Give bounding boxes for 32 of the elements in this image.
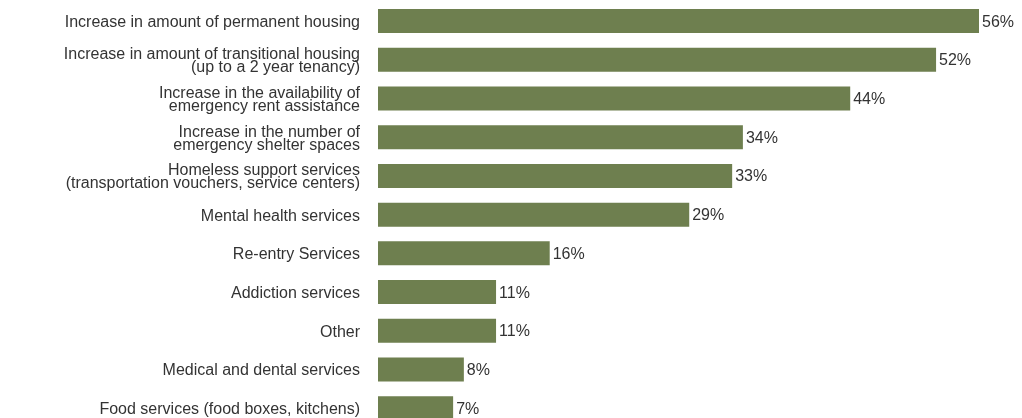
- data-label: 11%: [499, 283, 530, 301]
- bar: [378, 318, 497, 343]
- y-tick-label: Other: [319, 322, 361, 340]
- y-tick-label: Addiction services: [231, 283, 360, 301]
- bar: [378, 280, 497, 305]
- y-tick-label: Homeless support services (transportation vouchers, service centers): [65, 161, 360, 192]
- data-label: 52%: [939, 51, 972, 69]
- y-tick-label: Re-entry Services: [232, 245, 360, 263]
- data-label: 11%: [499, 322, 530, 340]
- bar: [378, 241, 550, 266]
- bar: [378, 86, 851, 111]
- bar: [378, 357, 464, 382]
- bar: [378, 47, 937, 72]
- data-label: 16%: [552, 244, 585, 262]
- y-tick-label: Mental health services: [200, 206, 360, 224]
- bar: [378, 163, 733, 188]
- bar: [378, 125, 743, 150]
- y-tick-label: Medical and dental services: [162, 361, 360, 379]
- data-label: 44%: [853, 89, 886, 107]
- data-label: 33%: [735, 167, 768, 185]
- y-tick-label: Increase in the number of emergency shelter spaces: [173, 122, 361, 153]
- y-tick-label: Increase in amount of transitional housing (up to a 2 year tenancy): [63, 45, 360, 76]
- data-label: 7%: [456, 399, 480, 417]
- bar: [378, 9, 979, 33]
- y-tick-label: Increase in amount of permanent housing: [64, 12, 360, 30]
- bar: [378, 202, 690, 227]
- y-tick-label: Increase in the availability of emergency rent assistance: [159, 83, 361, 114]
- data-label: 8%: [466, 361, 490, 379]
- data-label: 56%: [982, 12, 1015, 30]
- data-label: 29%: [692, 206, 725, 224]
- data-label: 34%: [745, 128, 778, 146]
- y-tick-label: Food services (food boxes, kitchens): [99, 400, 360, 418]
